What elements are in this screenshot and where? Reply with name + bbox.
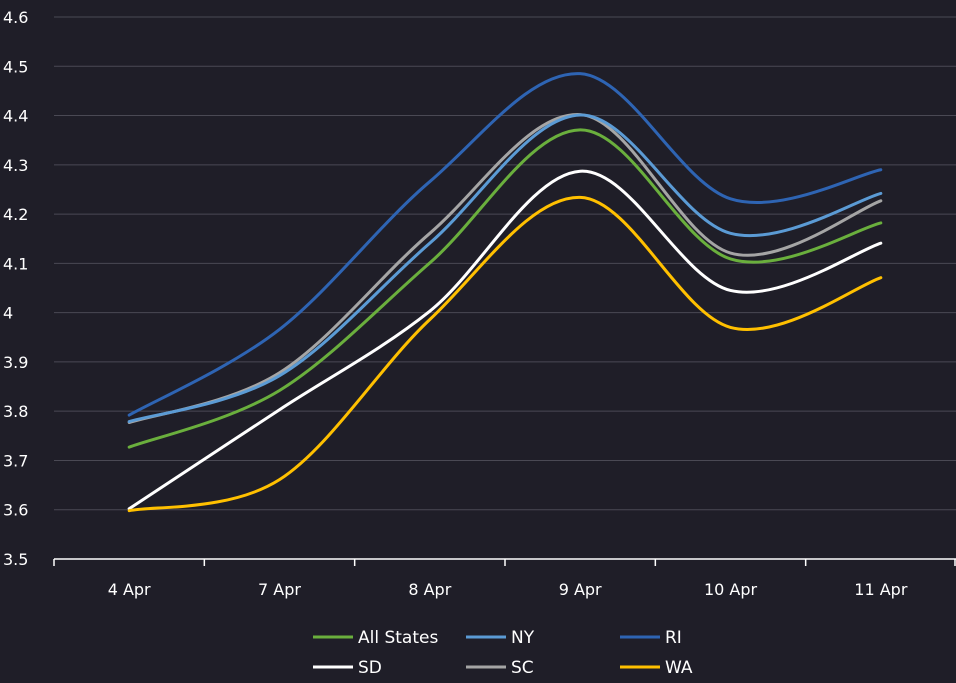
- y-tick-label: 4.6: [3, 8, 28, 27]
- x-tick-label: 11 Apr: [854, 580, 908, 599]
- series-line-wa: [127, 195, 883, 513]
- y-tick-label: 4.2: [3, 205, 28, 224]
- series-line-ny: [127, 113, 883, 424]
- y-tick-label: 3.9: [3, 353, 28, 372]
- x-tick-label: 4 Apr: [108, 580, 151, 599]
- legend-label: WA: [665, 658, 693, 678]
- x-tick-label: 10 Apr: [704, 580, 758, 599]
- legend-item: SD: [313, 658, 382, 678]
- y-tick-label: 3.8: [3, 402, 28, 421]
- x-tick-label: 9 Apr: [559, 580, 602, 599]
- series-lines: [127, 72, 883, 513]
- x-tick-label: 7 Apr: [258, 580, 301, 599]
- legend: All States NY RI SD SC WA: [313, 628, 693, 678]
- y-tick-label: 4: [3, 304, 13, 323]
- legend-label: SD: [358, 658, 382, 678]
- legend-item: All States: [313, 628, 438, 648]
- legend-label: RI: [665, 628, 682, 648]
- y-axis: 3.5 3.6 3.7 3.8 3.9 4 4.1 4.2 4.3 4.4 4.5 4.6: [3, 8, 28, 569]
- y-tick-label: 3.6: [3, 501, 28, 520]
- series-line-sc: [127, 113, 883, 425]
- y-tick-label: 4.4: [3, 107, 28, 126]
- x-tick-label: 8 Apr: [408, 580, 451, 599]
- legend-label: NY: [511, 628, 535, 648]
- series-line-ri: [127, 72, 883, 417]
- y-tick-label: 3.5: [3, 550, 28, 569]
- series-line-all-states: [127, 128, 883, 449]
- legend-item: SC: [466, 658, 534, 678]
- legend-item: RI: [620, 628, 682, 648]
- legend-label: SC: [511, 658, 534, 678]
- y-tick-label: 3.7: [3, 451, 28, 470]
- x-axis: 4 Apr 7 Apr 8 Apr 9 Apr 10 Apr 11 Apr: [53, 558, 956, 599]
- y-tick-label: 4.1: [3, 254, 28, 273]
- legend-item: WA: [620, 658, 693, 678]
- y-tick-label: 4.5: [3, 57, 28, 76]
- legend-label: All States: [358, 628, 438, 648]
- y-tick-label: 4.3: [3, 156, 28, 175]
- gridlines: [54, 16, 956, 511]
- series-line-sd: [127, 169, 883, 511]
- legend-item: NY: [466, 628, 535, 648]
